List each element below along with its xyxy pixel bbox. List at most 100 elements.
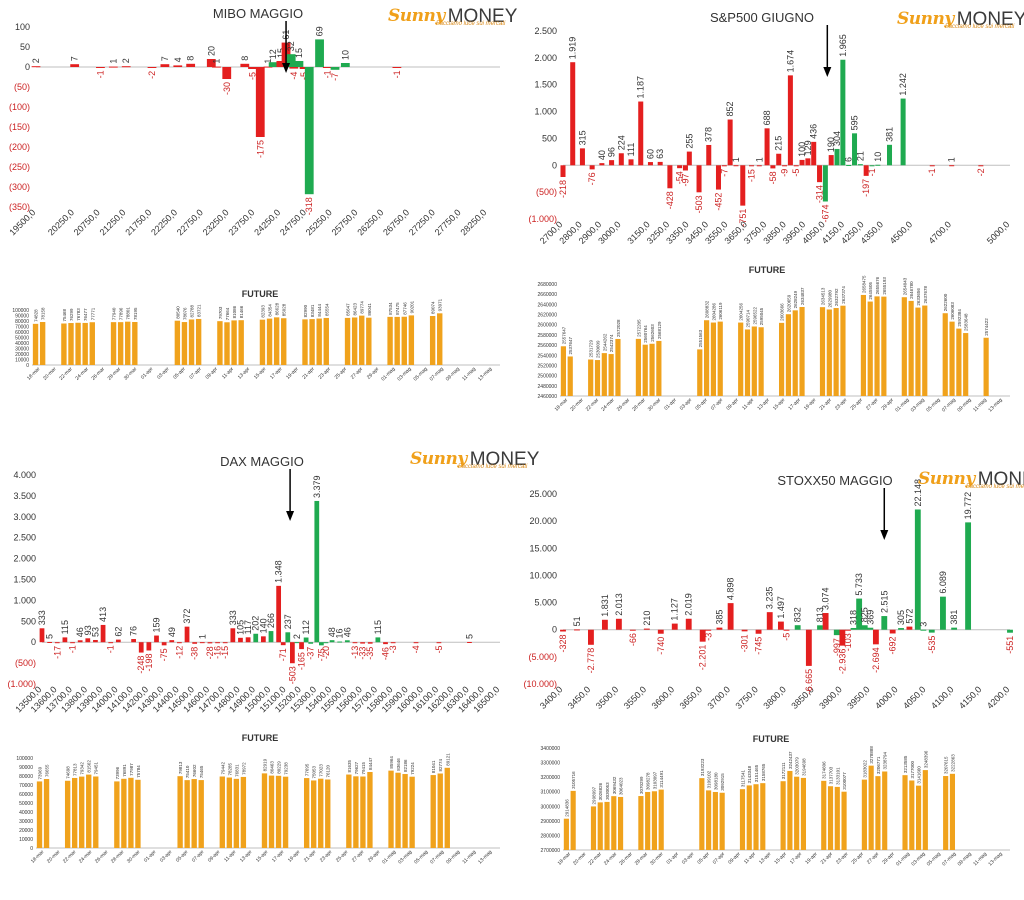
option-bar xyxy=(289,642,295,664)
future-bar xyxy=(860,294,866,396)
future-bar xyxy=(567,356,573,396)
logo-money-text: MONEY xyxy=(447,6,518,27)
bar-value-label: -97 xyxy=(680,173,690,186)
future-bar-label: 77896 xyxy=(119,307,124,320)
x-tick-label: 27-apr xyxy=(350,366,365,381)
bar-value-label: 852 xyxy=(725,101,735,116)
future-bar xyxy=(560,346,566,396)
y-tick-label: 2520000 xyxy=(538,363,558,369)
bar-value-label: 688 xyxy=(762,110,772,125)
option-bar xyxy=(390,642,396,644)
option-bar xyxy=(716,627,723,630)
bar-value-label: -4 xyxy=(411,645,421,653)
future-bar xyxy=(760,783,766,850)
y-tick-label: 2680000 xyxy=(538,282,558,288)
option-bar xyxy=(599,163,605,166)
future-bar xyxy=(833,308,839,396)
x-tick-label: 01-apr xyxy=(143,849,158,864)
y-tick-label: 90000 xyxy=(15,314,29,320)
future-bar-label: 3194698 xyxy=(801,758,806,776)
future-bar xyxy=(611,796,617,850)
future-bar-label: 3172111 xyxy=(781,762,786,779)
future-bar-label: 73969 xyxy=(38,766,43,779)
option-bar xyxy=(799,159,805,166)
x-tick-label: 01-mag xyxy=(894,397,910,413)
future-bar xyxy=(273,317,280,365)
future-bar xyxy=(309,319,315,365)
bar-value-label: -218 xyxy=(558,180,568,198)
sp500-options-panel: S&P500 GIUGNO 2.500 2.000 1.500 1.000 500 0 (50… xyxy=(515,0,1024,270)
option-bar xyxy=(840,59,846,166)
x-tick-label: 4700,0 xyxy=(927,219,954,246)
bar-value-label: 159 xyxy=(152,618,162,633)
bar-value-label: 3 xyxy=(918,622,928,627)
bar-value-label: 413 xyxy=(98,607,108,622)
future-bar-label: 3117541 xyxy=(740,769,745,787)
bar-value-label: 1.674 xyxy=(785,50,795,73)
x-tick-label: 28-mar xyxy=(107,366,123,382)
option-bar xyxy=(706,144,712,166)
future-bar-label: 82774 xyxy=(438,758,443,771)
future-bar-label: 76831 xyxy=(234,764,239,777)
y-tick-label: 80000 xyxy=(19,774,33,780)
future-bar-label: 2634837 xyxy=(800,287,805,305)
future-bar xyxy=(717,321,723,396)
future-bar-label: 2560764 xyxy=(643,325,648,343)
future-bar xyxy=(82,322,88,365)
option-bar xyxy=(949,165,955,167)
future-bar xyxy=(387,316,393,365)
future-bar-label: 76602 xyxy=(192,764,197,777)
strike-arrow-head xyxy=(282,63,291,73)
future-bar xyxy=(868,765,874,850)
y-tick-label: 2460000 xyxy=(538,394,558,400)
x-tick-label: 25-apr xyxy=(850,397,865,412)
future-bar-label: 76299 xyxy=(69,308,74,321)
x-tick-label: 3700,0 xyxy=(706,684,733,711)
future-bar-label: 2637374 xyxy=(841,286,846,304)
option-bar xyxy=(212,66,221,68)
future-bar xyxy=(875,776,881,850)
x-tick-label: 26250,0 xyxy=(355,207,385,237)
option-bar xyxy=(47,641,53,643)
bar-value-label: 1 xyxy=(108,59,118,64)
bar-value-label: -198 xyxy=(144,653,154,671)
x-tick-label: 07-apr xyxy=(191,849,206,864)
y-tick-label: 100 xyxy=(15,22,30,32)
option-bar xyxy=(268,631,274,643)
future-bar xyxy=(901,297,907,396)
future-bar xyxy=(922,305,928,396)
future-bar-label: 3098180 xyxy=(713,772,718,790)
future-bar-label: 82186 xyxy=(403,759,408,772)
bar-value-label: -1 xyxy=(322,70,332,78)
future-bar-label: 81086 xyxy=(232,305,237,318)
future-bar-label: 3213585 xyxy=(903,755,908,773)
x-tick-label: 28-mar xyxy=(634,851,650,867)
bar-value-label: 15 xyxy=(294,48,304,58)
option-bar xyxy=(856,598,863,630)
option-bar xyxy=(70,642,75,644)
option-bar xyxy=(314,500,320,643)
option-bar xyxy=(299,642,304,650)
x-tick-label: 07-mag xyxy=(941,851,957,867)
future-bar-label: 3143348 xyxy=(747,765,752,783)
option-bar xyxy=(764,128,770,166)
y-tick-label: 40000 xyxy=(19,810,33,816)
option-bar xyxy=(755,629,762,634)
y-tick-label: 0 xyxy=(552,625,557,635)
bar-value-label: 15 xyxy=(276,48,286,58)
bar-value-label: 381 xyxy=(949,610,959,625)
bar-value-label: 8 xyxy=(240,56,250,61)
future-bar xyxy=(608,354,614,396)
option-bar xyxy=(783,629,790,631)
y-tick-label: 50000 xyxy=(19,801,33,807)
bar-value-label: -20 xyxy=(321,646,331,659)
x-tick-label: 17-apr xyxy=(271,849,286,864)
option-bar xyxy=(643,628,650,630)
future-bar xyxy=(645,791,651,850)
x-tick-label: 20-mar xyxy=(46,849,62,865)
future-bar-label: 3137703 xyxy=(829,766,834,784)
future-bar-label: 2637678 xyxy=(923,286,928,304)
future-bar-label: 2633656 xyxy=(916,288,921,306)
y-tick-label: 10000 xyxy=(19,837,33,843)
future-bar-label: 2542374 xyxy=(609,334,614,352)
